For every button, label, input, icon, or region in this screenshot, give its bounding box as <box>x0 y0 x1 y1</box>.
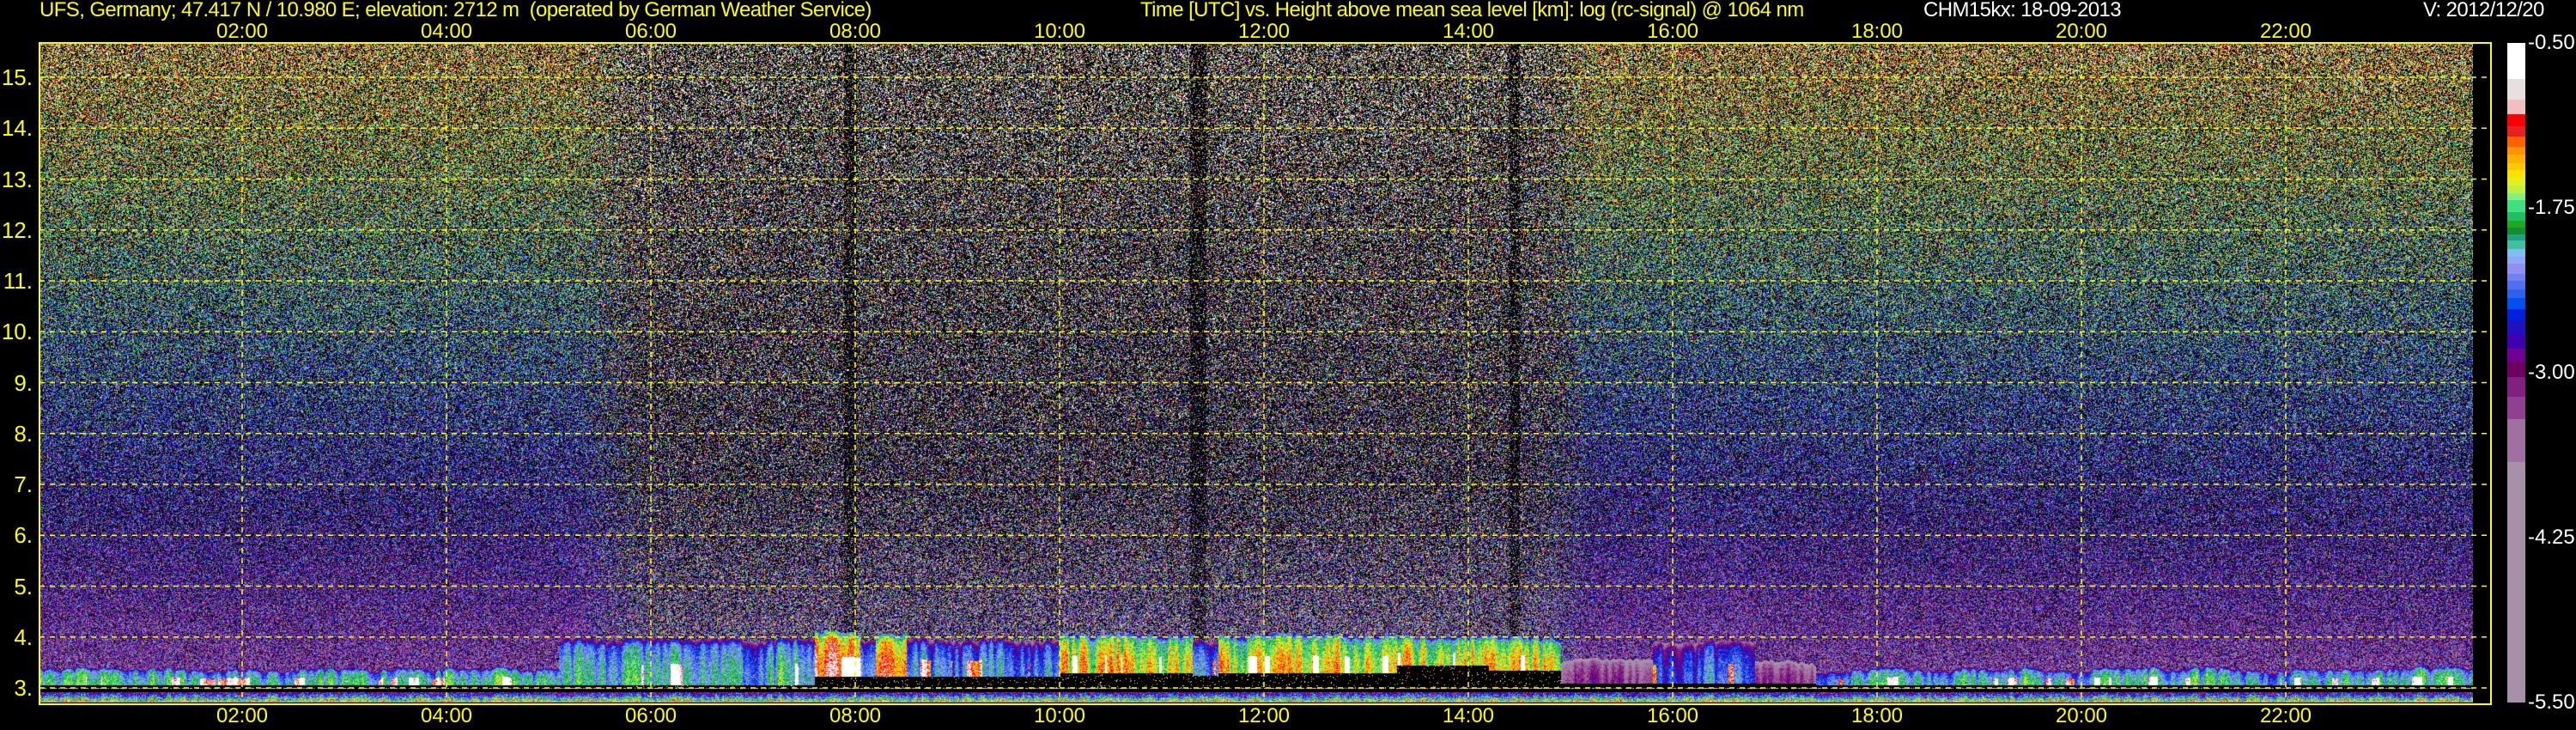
y-tick-label: 3. <box>14 675 33 701</box>
colorbar-band <box>2507 199 2525 213</box>
y-tick-label: 11. <box>3 268 33 294</box>
x-tick-label-top: 14:00 <box>1442 20 1495 43</box>
colorbar-band <box>2507 137 2525 148</box>
colorbar-band <box>2507 298 2525 310</box>
colorbar-band <box>2507 79 2525 100</box>
y-tick-label: 12. <box>1 216 33 243</box>
colorbar-band <box>2507 281 2525 290</box>
x-tick-label-bottom: 04:00 <box>420 704 473 727</box>
x-tick-label-bottom: 08:00 <box>829 704 882 727</box>
colorbar-band <box>2507 273 2525 282</box>
colorbar-band <box>2507 100 2525 115</box>
y-tick-label: 14. <box>1 115 33 142</box>
colorbar-band <box>2507 162 2525 171</box>
colorbar-band <box>2507 185 2525 194</box>
x-tick-label-top: 04:00 <box>420 20 473 43</box>
colorbar-band <box>2507 376 2525 398</box>
colorbar-tick-label: -0.50 <box>2528 31 2575 54</box>
x-tick-label-bottom: 12:00 <box>1237 704 1291 727</box>
x-tick-label-top: 18:00 <box>1850 20 1904 43</box>
x-tick-label-bottom: 18:00 <box>1850 704 1904 727</box>
colorbar-band <box>2507 264 2525 275</box>
colorbar-band <box>2507 319 2525 335</box>
colorbar-band <box>2507 396 2525 420</box>
colorbar-band <box>2507 249 2525 258</box>
colorbar-tick-label: -1.75 <box>2528 196 2575 219</box>
colorbar-band <box>2507 220 2525 228</box>
y-tick-label: 7. <box>14 471 33 497</box>
x-tick-label-top: 06:00 <box>624 20 677 43</box>
colorbar-band <box>2507 309 2525 321</box>
y-tick-label: 5. <box>14 573 33 599</box>
colorbar-band <box>2507 256 2525 265</box>
colorbar-band <box>2507 43 2525 80</box>
x-tick-label-bottom: 02:00 <box>216 704 269 727</box>
colorbar-band <box>2507 362 2525 378</box>
colorbar-band <box>2507 177 2525 186</box>
version-label: V: 2012/12/20 <box>2423 0 2544 21</box>
colorbar-tick-label: -3.00 <box>2528 361 2575 384</box>
x-tick-label-bottom: 16:00 <box>1646 704 1699 727</box>
y-tick-label: 13. <box>1 166 33 192</box>
colorbar-band <box>2507 113 2525 127</box>
x-tick-label-bottom: 06:00 <box>624 704 677 727</box>
colorbar <box>2507 43 2525 703</box>
x-tick-label-top: 10:00 <box>1033 20 1086 43</box>
colorbar-band <box>2507 154 2525 164</box>
x-tick-label-top: 12:00 <box>1237 20 1291 43</box>
colorbar-band <box>2507 418 2525 463</box>
y-tick-label: 15. <box>1 64 33 90</box>
x-tick-label-bottom: 14:00 <box>1442 704 1495 727</box>
colorbar-tick-label: -4.25 <box>2528 526 2575 549</box>
x-tick-label-bottom: 22:00 <box>2259 704 2312 727</box>
colorbar-band <box>2507 193 2525 201</box>
colorbar-band <box>2507 228 2525 235</box>
x-tick-label-top: 16:00 <box>1646 20 1699 43</box>
site-title: UFS, Germany; 47.417 N / 10.980 E; eleva… <box>39 0 872 21</box>
colorbar-band <box>2507 125 2525 137</box>
colorbar-band <box>2507 146 2525 155</box>
colorbar-band <box>2507 349 2525 363</box>
y-tick-label: 10. <box>1 319 33 345</box>
colorbar-band <box>2507 334 2525 350</box>
plot-title: Time [UTC] vs. Height above mean sea lev… <box>1140 0 1804 21</box>
x-tick-label-top: 02:00 <box>216 20 269 43</box>
y-tick-label: 6. <box>14 522 33 549</box>
colorbar-band <box>2507 289 2525 299</box>
instrument-date: CHM15kx: 18-09-2013 <box>1923 0 2122 21</box>
colorbar-band <box>2507 240 2525 250</box>
x-tick-label-top: 20:00 <box>2055 20 2108 43</box>
y-tick-label: 4. <box>14 624 33 650</box>
y-tick-label: 8. <box>14 420 33 447</box>
y-tick-label: 9. <box>14 369 33 396</box>
x-tick-label-bottom: 10:00 <box>1033 704 1086 727</box>
backscatter-heatmap <box>39 43 2473 703</box>
colorbar-band <box>2507 212 2525 222</box>
x-tick-label-bottom: 20:00 <box>2055 704 2108 727</box>
x-tick-label-top: 22:00 <box>2259 20 2312 43</box>
colorbar-band <box>2507 170 2525 179</box>
x-tick-label-top: 08:00 <box>829 20 882 43</box>
colorbar-band <box>2507 234 2525 241</box>
colorbar-band <box>2507 462 2525 703</box>
colorbar-tick-label: -5.50 <box>2528 690 2575 714</box>
